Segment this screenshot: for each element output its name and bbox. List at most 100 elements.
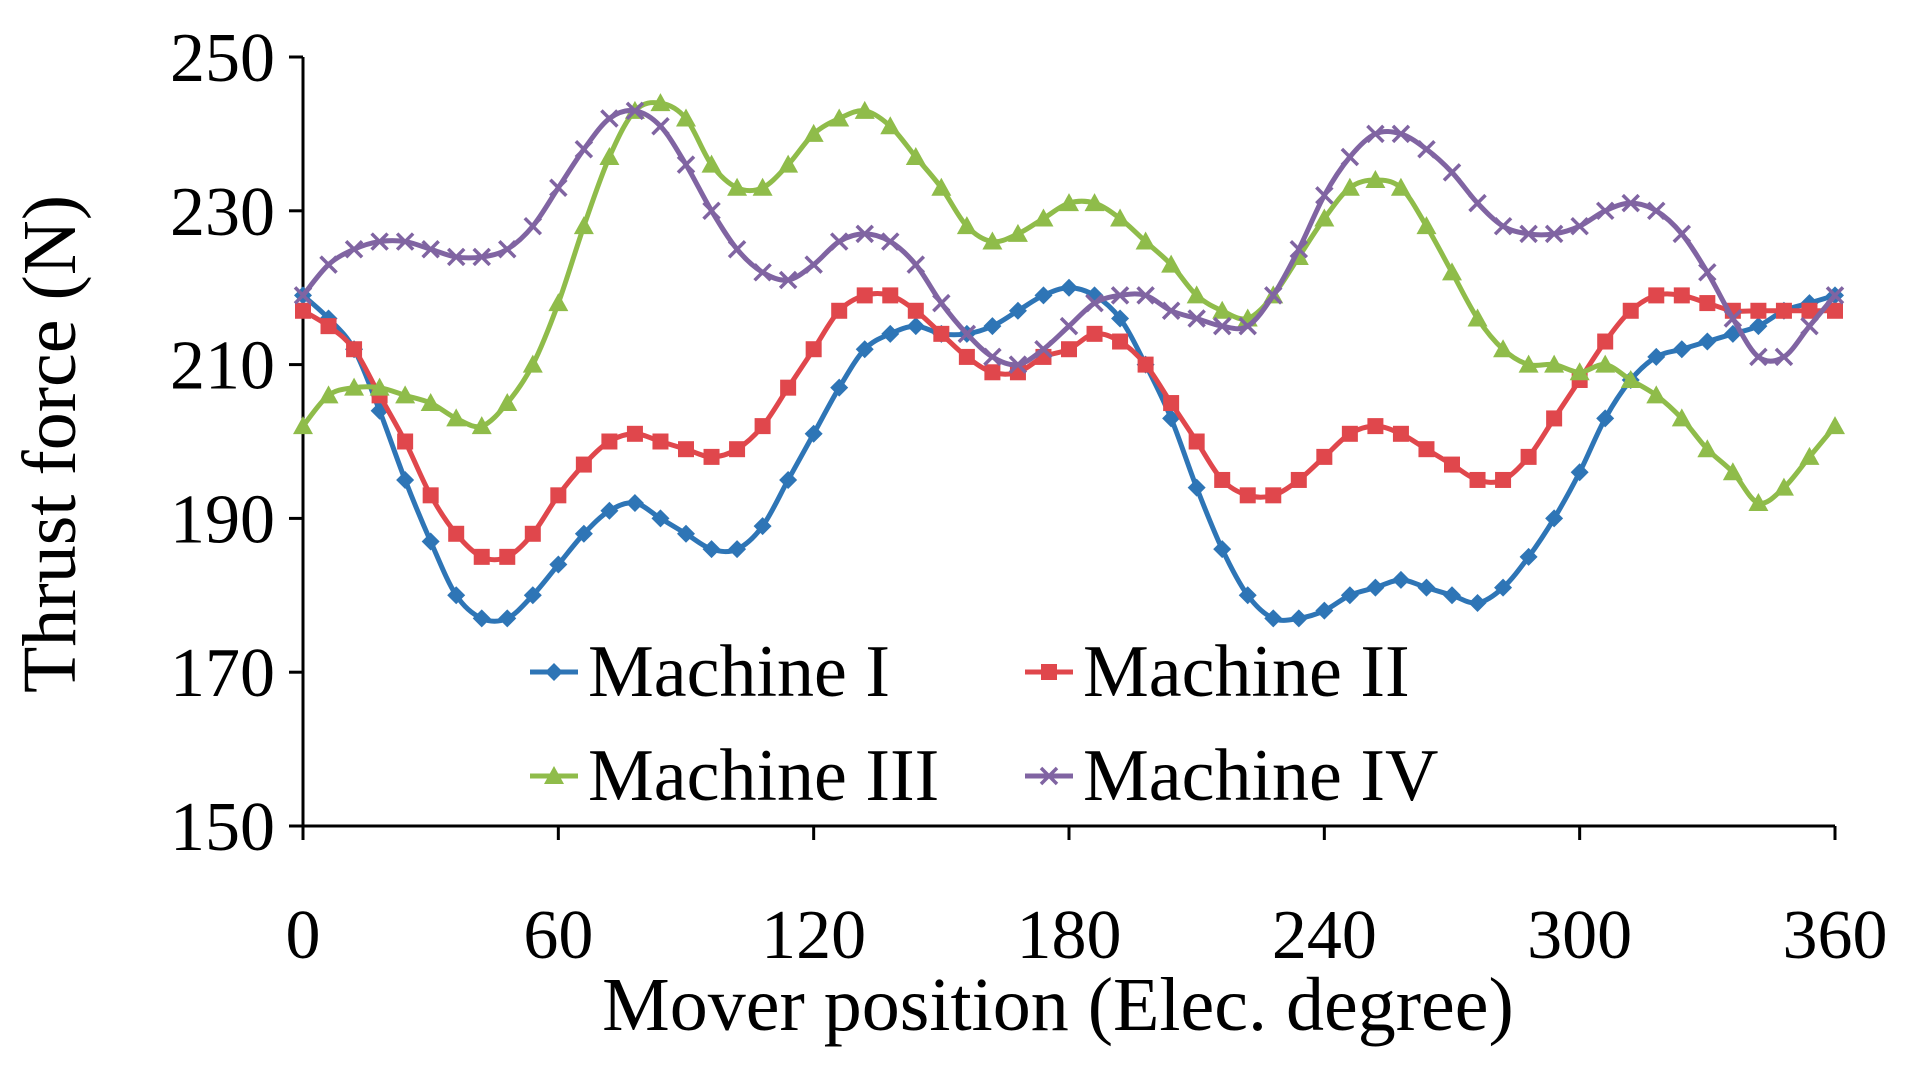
data-point (1188, 433, 1205, 450)
data-point (1034, 286, 1053, 305)
data-point (472, 609, 491, 628)
x-tick-label: 120 (761, 897, 866, 974)
data-point (397, 433, 414, 450)
series-4 (293, 101, 1845, 374)
data-point (1366, 578, 1385, 597)
data-point (957, 324, 977, 344)
data-point (1135, 231, 1156, 250)
data-point (1238, 586, 1257, 605)
data-point (421, 240, 440, 259)
data-point (778, 270, 798, 290)
data-point (1007, 223, 1028, 242)
data-point (1340, 147, 1360, 167)
legend-marker (1039, 766, 1059, 786)
data-point (754, 418, 771, 435)
data-point (881, 232, 900, 251)
data-point (549, 555, 568, 574)
legend-label: Machine III (588, 735, 939, 817)
data-point (498, 609, 517, 628)
legend-label: Machine II (1083, 631, 1410, 713)
data-point (1827, 302, 1843, 319)
data-point (573, 216, 594, 235)
data-point (1239, 487, 1256, 504)
legend-item: Machine II (1025, 631, 1410, 713)
legend-label: Machine IV (1083, 735, 1438, 817)
data-point (1698, 263, 1717, 282)
data-point (1212, 300, 1233, 319)
data-point (805, 341, 822, 358)
data-point (1699, 295, 1716, 312)
data-point (1468, 593, 1487, 612)
data-point (1494, 578, 1513, 597)
data-point (677, 524, 695, 543)
x-tick-label: 180 (1017, 897, 1122, 974)
data-point (446, 408, 467, 427)
data-point (729, 441, 746, 458)
data-point (905, 146, 926, 165)
data-point (320, 318, 337, 335)
data-point (548, 293, 569, 312)
x-tick-label: 240 (1272, 897, 1377, 974)
x-tick-label: 300 (1527, 897, 1632, 974)
data-point (1084, 193, 1105, 212)
data-point (447, 586, 466, 605)
data-point (1418, 441, 1435, 458)
data-point (293, 416, 313, 435)
data-point (575, 456, 592, 473)
data-point (753, 517, 772, 536)
data-point (498, 240, 517, 259)
data-point (344, 377, 365, 396)
x-axis-title: Mover position (Elec. degree) (602, 963, 1514, 1047)
data-point (1341, 425, 1358, 442)
data-point (1060, 278, 1078, 297)
data-point (1391, 570, 1410, 589)
data-point (601, 433, 618, 450)
data-point (1391, 124, 1411, 144)
data-point (1493, 216, 1513, 236)
data-point (1596, 409, 1615, 428)
x-tick-label: 0 (286, 897, 321, 974)
data-point (524, 525, 541, 542)
data-point (907, 302, 924, 319)
data-point (1622, 302, 1639, 319)
data-point (678, 441, 694, 458)
data-point (1187, 309, 1206, 328)
data-point (1340, 586, 1359, 605)
data-point (1339, 177, 1360, 196)
data-point (727, 177, 748, 196)
data-point (446, 247, 466, 267)
legend-item: Machine IV (1025, 735, 1438, 817)
data-point (882, 287, 899, 304)
series-line (301, 100, 1837, 506)
data-point (1059, 316, 1079, 336)
data-point (1314, 208, 1335, 227)
data-point (906, 317, 925, 336)
data-point (1520, 448, 1537, 465)
data-point (932, 293, 951, 313)
data-point (984, 364, 1001, 381)
data-point (369, 377, 390, 396)
data-point (1671, 408, 1692, 427)
data-point (779, 470, 798, 489)
data-point (727, 240, 747, 259)
series-layer (293, 93, 1845, 628)
data-point (1367, 418, 1384, 435)
data-point (855, 340, 874, 359)
data-point (370, 232, 389, 251)
legend-label: Machine I (588, 631, 890, 713)
data-point (1595, 354, 1616, 373)
data-point (1315, 186, 1334, 205)
data-point (1111, 309, 1130, 328)
data-point (1034, 339, 1053, 359)
data-point (1825, 286, 1845, 305)
data-point (702, 540, 721, 559)
data-point (931, 177, 952, 196)
data-point (550, 487, 567, 504)
data-point (1570, 463, 1589, 482)
y-tick-label: 170 (170, 635, 275, 712)
data-point (1673, 287, 1690, 304)
data-point (319, 255, 338, 274)
data-point (1214, 471, 1231, 488)
legend-item: Machine I (530, 631, 890, 713)
data-point (1187, 478, 1206, 497)
